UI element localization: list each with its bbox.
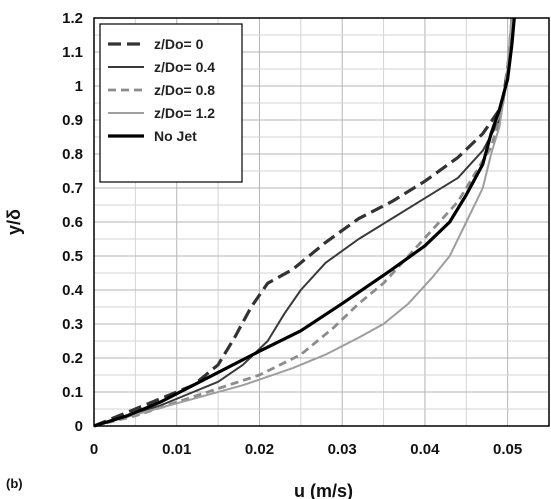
y-tick-label: 0.8 bbox=[62, 146, 83, 163]
x-tick-label: 0 bbox=[90, 441, 98, 458]
y-tick-label: 0.6 bbox=[62, 214, 83, 231]
y-tick-label: 0.5 bbox=[62, 248, 83, 265]
plot-frame bbox=[93, 17, 550, 427]
x-tick-label: 0.01 bbox=[162, 441, 191, 458]
x-tick-label: 0.02 bbox=[245, 441, 274, 458]
series-line bbox=[93, 17, 513, 427]
y-tick-label: 1.1 bbox=[62, 44, 83, 61]
x-tick-label: 0.05 bbox=[493, 441, 522, 458]
y-tick-label: 0.4 bbox=[62, 282, 84, 299]
y-tick-label: 0.7 bbox=[62, 180, 83, 197]
legend-label: z/Do= 0 bbox=[154, 36, 204, 52]
y-tick-label: 0 bbox=[75, 418, 83, 435]
legend-label: z/Do= 1.2 bbox=[154, 105, 215, 121]
y-axis-title: y/δ bbox=[4, 209, 24, 235]
y-tick-label: 0.1 bbox=[62, 384, 83, 401]
legend-box bbox=[99, 23, 243, 183]
x-axis-title: u (m/s) bbox=[294, 481, 353, 499]
y-tick-label: 1 bbox=[75, 78, 83, 95]
tick-labels: 0 0.01 0.02 0.03 0.04 0.05 0 0.1 0.2 0.3 0.4 0.5 0.6… bbox=[62, 10, 522, 458]
legend-label: No Jet bbox=[154, 128, 197, 144]
series-line bbox=[93, 17, 516, 428]
y-tick-label: 0.3 bbox=[62, 316, 83, 333]
legend-label: z/Do= 0.4 bbox=[154, 59, 215, 75]
y-tick-label: 0.2 bbox=[62, 350, 83, 367]
y-tick-label: 1.2 bbox=[62, 10, 83, 27]
x-tick-label: 0.04 bbox=[410, 441, 440, 458]
series-line bbox=[93, 17, 513, 427]
legend-label: z/Do= 0.8 bbox=[154, 82, 215, 98]
legend: z/Do= 0 z/Do= 0.4 z/Do= 0.8 z/Do= 1.2 No Jet bbox=[99, 23, 243, 183]
x-tick-label: 0.03 bbox=[328, 441, 357, 458]
panel-label: (b) bbox=[6, 476, 23, 491]
series-layer bbox=[93, 17, 516, 428]
y-tick-label: 0.9 bbox=[62, 112, 83, 129]
